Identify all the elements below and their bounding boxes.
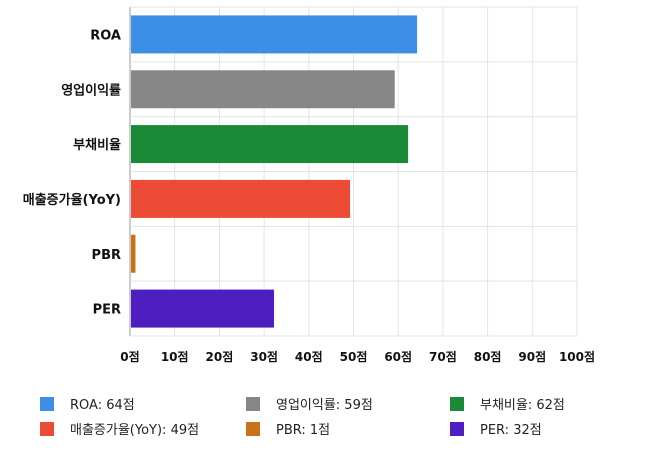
x-tick-label: 10점 [161,349,189,364]
bar [131,234,136,273]
x-tick-label: 40점 [295,349,323,364]
category-label: ROA [90,28,121,43]
legend-swatch [246,396,260,411]
bar [131,125,409,164]
x-tick-label: 80점 [474,349,502,364]
legend-label: PER: 32점 [480,423,542,438]
legend-swatch [450,396,464,411]
legend-label: ROA: 64점 [70,398,135,413]
legend-label: 영업이익률: 59점 [276,398,373,413]
bar [131,179,351,218]
legend-swatch [40,396,54,411]
x-axis-ticks: 0점 10점 20점 30점 40점 50점 60점 70점 80점 90점 100점 [120,349,595,364]
legend-swatch [40,421,54,436]
bar [131,15,418,54]
category-label: 매출증가율(YoY) [23,192,121,208]
category-label: PER [93,303,121,318]
legend-item-operating-margin: 영업이익률: 59점 [246,394,373,413]
x-tick-label: 50점 [340,349,368,364]
bars [131,15,418,328]
x-tick-label: 100점 [559,349,595,364]
x-tick-label: 30점 [250,349,278,364]
bar [131,70,395,109]
grid-lines [129,6,578,337]
legend-swatch [246,421,260,436]
legend-swatch [450,421,464,436]
legend-item-per: PER: 32점 [450,419,542,438]
bar [131,289,275,328]
category-label: 부채비율 [73,137,121,153]
category-label: PBR [92,248,121,263]
legend-label: 부채비율: 62점 [480,398,565,413]
legend-item-pbr: PBR: 1점 [246,419,330,438]
x-tick-label: 0점 [120,349,139,364]
legend-item-roa: ROA: 64점 [40,394,135,413]
x-tick-label: 60점 [384,349,412,364]
legend-item-debt-ratio: 부채비율: 62점 [450,394,565,413]
x-tick-label: 20점 [206,349,234,364]
x-tick-label: 70점 [429,349,457,364]
legend-label: 매출증가율(YoY): 49점 [70,423,200,438]
legend-item-sales-growth: 매출증가율(YoY): 49점 [40,419,199,438]
category-label: 영업이익률 [61,82,121,98]
legend-label: PBR: 1점 [276,423,331,438]
x-tick-label: 90점 [518,349,546,364]
